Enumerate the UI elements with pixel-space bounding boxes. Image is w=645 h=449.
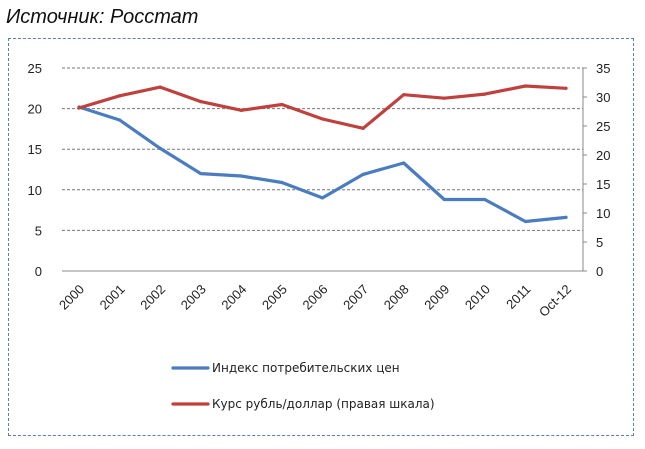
series-2-point	[320, 117, 325, 121]
legend-label-1: Индекс потребительских цен	[212, 361, 400, 375]
series-1-point	[564, 215, 568, 220]
right-axis-tick-label: 15	[596, 177, 610, 192]
series-1-point	[402, 161, 406, 165]
left-axis-tick-label: 25	[28, 61, 42, 76]
x-axis-tick-label: 2000	[56, 282, 87, 313]
series-1-point	[117, 118, 122, 122]
x-axis-tick-label: 2005	[259, 282, 290, 313]
series-1-point	[483, 197, 487, 202]
series-1-point	[361, 172, 365, 176]
series-2-point	[199, 100, 203, 104]
x-axis-tick-label: 2008	[381, 282, 412, 313]
series-2-point	[77, 106, 81, 110]
x-axis-tick-label: 2011	[503, 282, 533, 312]
series-2-point	[158, 85, 162, 89]
series-1-point	[239, 174, 243, 178]
series-2-point	[564, 86, 568, 90]
series-2-point	[117, 94, 122, 98]
series-1-point	[442, 197, 446, 202]
right-axis-tick-label: 25	[596, 119, 610, 134]
series-1-point	[320, 196, 325, 200]
x-axis-tick-label: 2007	[340, 282, 371, 313]
series-1-point	[199, 171, 203, 176]
series-line-2	[77, 84, 568, 130]
series-2-point	[239, 108, 243, 112]
left-axis-tick-label: 10	[28, 183, 42, 198]
left-axis-tick-label: 0	[35, 264, 42, 279]
x-axis-tick-label: 2010	[462, 282, 493, 313]
series-2-point	[523, 84, 528, 88]
x-axis-tick-label: 2004	[218, 282, 249, 313]
series-line-1	[77, 105, 568, 224]
series-2-point	[361, 126, 365, 130]
right-axis-tick-label: 5	[596, 235, 603, 250]
right-axis-tick-label: 0	[596, 264, 603, 279]
source-title: Источник: Росстат	[6, 6, 199, 28]
x-axis-tick-label: 2001	[97, 282, 128, 313]
x-axis-tick-label: 2002	[137, 282, 168, 313]
legend-label-2: Курс рубль/доллар (правая шкала)	[212, 397, 435, 411]
x-axis-tick-label: 2003	[178, 282, 209, 313]
right-axis-tick-label: 10	[596, 206, 610, 221]
series-1-point	[523, 219, 528, 224]
left-axis-tick-label: 20	[28, 102, 42, 117]
series-1-point	[158, 146, 162, 150]
series-2-point	[280, 102, 284, 107]
series-2-point	[402, 93, 406, 97]
x-axis-tick-label: 2009	[421, 282, 452, 313]
left-axis-tick-label: 15	[28, 142, 42, 157]
right-axis-tick-label: 30	[596, 90, 610, 105]
series-1-point	[280, 180, 284, 185]
x-axis-tick-label: Oct-12	[536, 282, 574, 320]
right-axis-tick-label: 35	[596, 61, 610, 76]
left-axis-tick-label: 5	[35, 223, 42, 238]
chart-frame	[8, 38, 634, 436]
series-2-point	[483, 92, 487, 96]
x-axis-tick-label: 2006	[300, 282, 331, 313]
series-2-point	[442, 96, 446, 100]
right-axis-tick-label: 20	[596, 148, 610, 163]
